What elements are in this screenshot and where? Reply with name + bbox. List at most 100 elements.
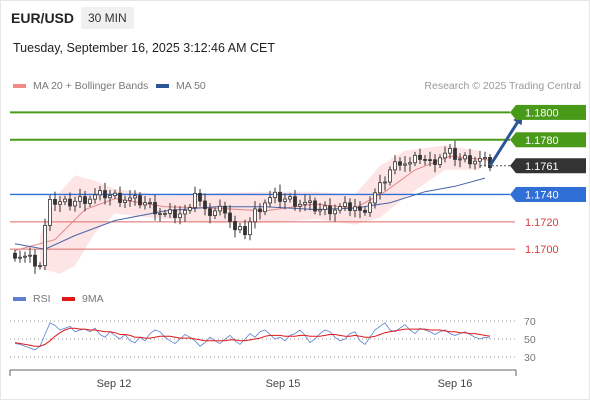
candle-body-84 — [433, 159, 437, 165]
candle-body-81 — [418, 154, 422, 160]
candle-body-89 — [458, 158, 462, 161]
level-tag-1.1780 — [516, 132, 586, 148]
candle-body-66 — [343, 202, 347, 207]
level-label-1.1740: 1.1740 — [525, 189, 559, 201]
rsi-panel: 70 50 30 — [10, 316, 536, 364]
forecast-arrow-layer — [488, 114, 523, 167]
candle-body-18 — [103, 190, 107, 199]
candle-body-37 — [198, 192, 202, 202]
candle-body-17 — [98, 190, 102, 196]
candle-body-39 — [208, 208, 212, 216]
candle-body-49 — [258, 208, 262, 213]
candle-body-25 — [138, 195, 142, 206]
candle-body-22 — [123, 199, 127, 203]
ma20-swatch-icon — [13, 84, 26, 88]
candle-body-61 — [318, 209, 322, 212]
candle-body-5 — [38, 265, 42, 267]
level-label-1.1780: 1.1780 — [525, 135, 559, 147]
candle-body-24 — [133, 195, 137, 199]
candle-body-57 — [298, 203, 302, 207]
x-tick-label-0: Sep 12 — [97, 378, 132, 390]
candle-body-86 — [443, 152, 447, 159]
candle-body-59 — [308, 200, 312, 203]
candle-body-90 — [463, 155, 467, 160]
candle-body-43 — [228, 212, 232, 222]
candle-body-94 — [483, 157, 487, 160]
candle-body-28 — [153, 202, 157, 215]
x-tick-label-1: Sep 15 — [266, 378, 301, 390]
rsi-level-label-70: 70 — [524, 316, 536, 328]
candle-body-67 — [348, 202, 352, 211]
candle-body-4 — [33, 254, 37, 267]
candle-body-51 — [268, 197, 272, 204]
rsi-swatch-icon — [13, 297, 26, 301]
candle-body-56 — [293, 196, 297, 207]
instrument-pair: EUR/USD — [11, 10, 75, 26]
candle-body-12 — [73, 200, 77, 207]
candle-body-60 — [313, 200, 317, 212]
candle-body-69 — [358, 206, 362, 211]
candle-body-32 — [173, 209, 177, 218]
candle-body-19 — [108, 195, 112, 199]
candle-body-45 — [238, 226, 242, 231]
datetime-label: Tuesday, September 16, 2025 3:12:46 AM C… — [13, 41, 275, 55]
candle-body-47 — [248, 221, 252, 236]
candle-body-30 — [163, 212, 167, 215]
candle-body-8 — [53, 198, 57, 205]
candle-body-6 — [43, 224, 47, 266]
candle-body-79 — [408, 162, 412, 165]
level-tag-pointer-1.1740 — [510, 186, 516, 202]
candle-body-9 — [58, 201, 62, 205]
candle-body-85 — [438, 157, 442, 165]
timeframe-badge[interactable]: 30 MIN — [81, 7, 134, 29]
candle-body-44 — [233, 221, 237, 231]
current-price-tag — [516, 158, 586, 174]
candle-body-91 — [468, 155, 472, 165]
candle-body-23 — [128, 197, 132, 201]
candle-body-21 — [118, 192, 122, 203]
candle-body-14 — [83, 196, 87, 204]
x-tick-label-2: Sep 16 — [438, 378, 473, 390]
candle-body-29 — [158, 213, 162, 215]
ma50-swatch-icon — [156, 84, 169, 88]
legend-rsi: RSI — [13, 293, 51, 305]
current-price-tag-pointer — [510, 158, 516, 174]
candle-body-10 — [63, 198, 67, 203]
candle-body-92 — [473, 160, 477, 165]
candle-body-58 — [303, 202, 307, 205]
candle-body-1 — [18, 256, 22, 259]
candle-body-15 — [88, 198, 92, 204]
candle-body-40 — [213, 210, 217, 216]
candle-body-75 — [388, 169, 392, 183]
candle-body-64 — [333, 209, 337, 215]
candle-body-2 — [23, 255, 27, 258]
candle-body-70 — [363, 209, 367, 213]
candle-body-42 — [223, 205, 227, 214]
level-tag-pointer-1.1780 — [510, 132, 516, 148]
candle-body-3 — [28, 254, 32, 257]
candle-body-63 — [328, 205, 332, 215]
level-labels-layer: 1.1800 1.1780 1.1761 1.1740 1.1720 1.1700 — [510, 104, 586, 256]
candle-body-65 — [338, 206, 342, 211]
candle-body-87 — [448, 148, 452, 154]
candle-body-55 — [288, 196, 292, 200]
candle-body-82 — [423, 159, 427, 161]
candle-body-16 — [93, 194, 97, 200]
candle-body-78 — [403, 163, 407, 166]
candle-body-20 — [113, 192, 117, 196]
candle-body-0 — [13, 252, 17, 259]
candle-body-46 — [243, 226, 247, 236]
candle-body-76 — [393, 161, 397, 171]
candle-body-83 — [428, 159, 432, 161]
time-axis: Sep 12 Sep 15 Sep 16 — [9, 369, 517, 390]
candle-body-50 — [263, 202, 267, 213]
level-label-1.1700: 1.1700 — [525, 244, 559, 256]
candle-body-11 — [68, 198, 72, 207]
legend-rsi-label: RSI — [33, 293, 51, 305]
legend-ma20-label: MA 20 + Bollinger Bands — [33, 80, 149, 92]
forecast-arrow — [488, 114, 523, 167]
candle-body-53 — [278, 191, 282, 202]
candle-body-7 — [48, 198, 52, 226]
legend-ma50: MA 50 — [156, 80, 206, 92]
